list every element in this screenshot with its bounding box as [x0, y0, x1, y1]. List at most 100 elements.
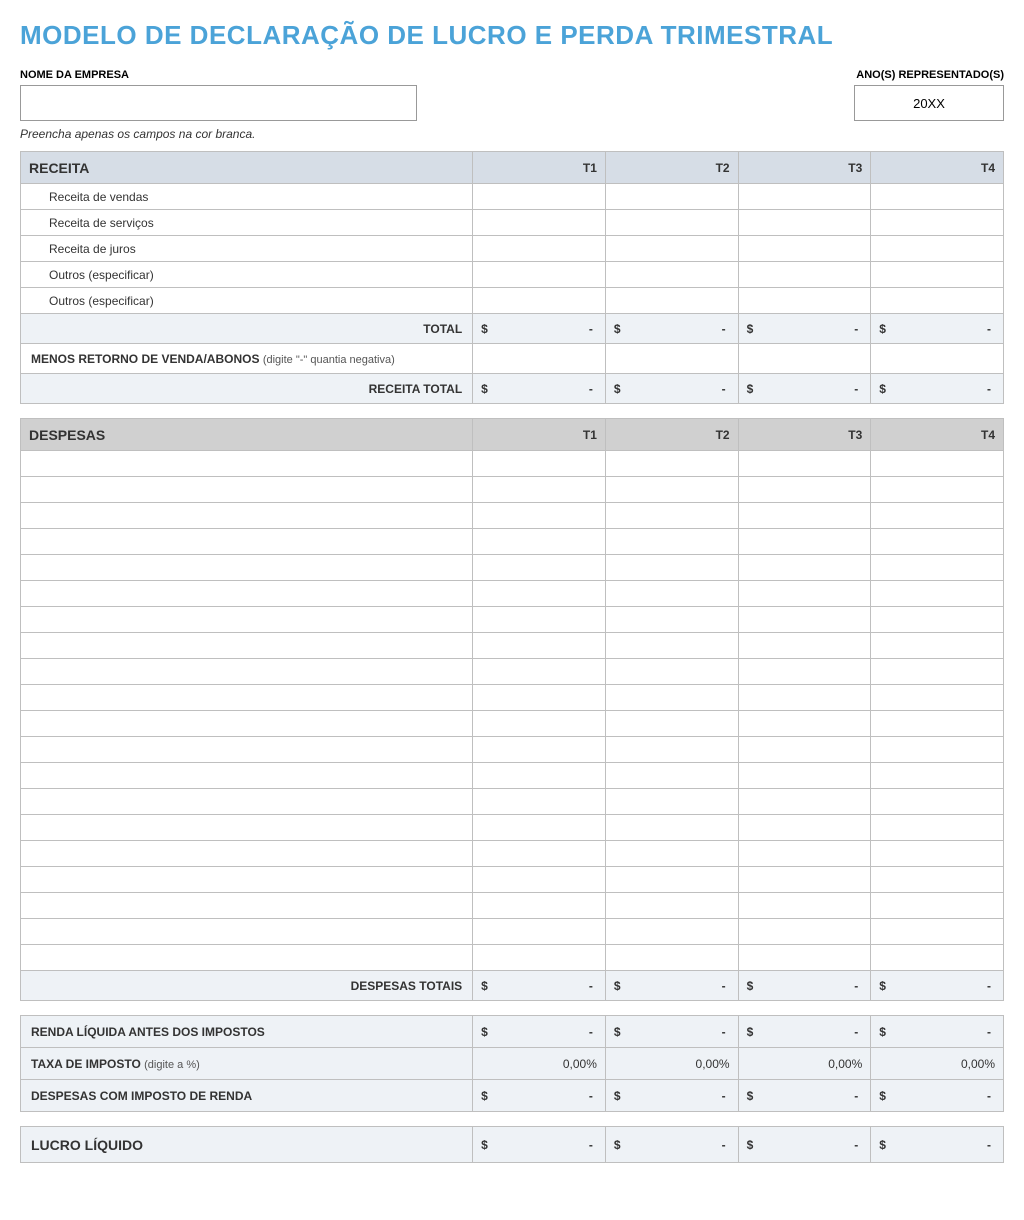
receita-cell[interactable]: [473, 288, 606, 314]
despesas-cell[interactable]: [605, 893, 738, 919]
receita-cell[interactable]: [605, 288, 738, 314]
despesas-cell[interactable]: [605, 867, 738, 893]
despesas-cell[interactable]: [871, 555, 1004, 581]
despesas-cell[interactable]: [738, 867, 871, 893]
despesas-cell[interactable]: [473, 945, 606, 971]
despesas-cell[interactable]: [871, 893, 1004, 919]
despesas-cell[interactable]: [473, 737, 606, 763]
despesas-cell[interactable]: [605, 633, 738, 659]
despesas-cell[interactable]: [605, 529, 738, 555]
taxa-t2[interactable]: 0,00%: [605, 1048, 738, 1080]
despesas-cell[interactable]: [871, 867, 1004, 893]
despesas-row-label[interactable]: [21, 451, 473, 477]
receita-cell[interactable]: [473, 236, 606, 262]
despesas-cell[interactable]: [738, 555, 871, 581]
despesas-row-label[interactable]: [21, 711, 473, 737]
despesas-cell[interactable]: [473, 555, 606, 581]
despesas-row-label[interactable]: [21, 867, 473, 893]
despesas-cell[interactable]: [605, 477, 738, 503]
despesas-cell[interactable]: [871, 945, 1004, 971]
despesas-cell[interactable]: [871, 841, 1004, 867]
despesas-cell[interactable]: [738, 711, 871, 737]
despesas-cell[interactable]: [473, 477, 606, 503]
despesas-row-label[interactable]: [21, 919, 473, 945]
receita-cell[interactable]: [473, 210, 606, 236]
despesas-cell[interactable]: [871, 477, 1004, 503]
despesas-cell[interactable]: [871, 633, 1004, 659]
despesas-cell[interactable]: [473, 711, 606, 737]
company-input[interactable]: [20, 85, 417, 121]
despesas-cell[interactable]: [473, 529, 606, 555]
despesas-cell[interactable]: [605, 763, 738, 789]
receita-cell[interactable]: [473, 262, 606, 288]
despesas-cell[interactable]: [738, 581, 871, 607]
despesas-cell[interactable]: [871, 581, 1004, 607]
despesas-cell[interactable]: [605, 581, 738, 607]
receita-cell[interactable]: [605, 184, 738, 210]
despesas-cell[interactable]: [473, 815, 606, 841]
despesas-cell[interactable]: [605, 503, 738, 529]
despesas-cell[interactable]: [473, 451, 606, 477]
despesas-cell[interactable]: [871, 737, 1004, 763]
despesas-cell[interactable]: [473, 763, 606, 789]
despesas-cell[interactable]: [738, 763, 871, 789]
despesas-cell[interactable]: [473, 789, 606, 815]
despesas-cell[interactable]: [871, 789, 1004, 815]
despesas-row-label[interactable]: [21, 581, 473, 607]
despesas-cell[interactable]: [473, 867, 606, 893]
despesas-cell[interactable]: [871, 815, 1004, 841]
receita-cell[interactable]: [605, 236, 738, 262]
despesas-row-label[interactable]: [21, 945, 473, 971]
despesas-cell[interactable]: [605, 607, 738, 633]
despesas-cell[interactable]: [738, 451, 871, 477]
despesas-cell[interactable]: [605, 815, 738, 841]
despesas-row-label[interactable]: [21, 607, 473, 633]
despesas-cell[interactable]: [871, 685, 1004, 711]
despesas-cell[interactable]: [473, 893, 606, 919]
despesas-cell[interactable]: [605, 945, 738, 971]
despesas-cell[interactable]: [473, 659, 606, 685]
despesas-cell[interactable]: [605, 555, 738, 581]
despesas-row-label[interactable]: [21, 633, 473, 659]
receita-cell[interactable]: [871, 288, 1004, 314]
menos-t4[interactable]: [871, 344, 1004, 374]
despesas-cell[interactable]: [605, 789, 738, 815]
despesas-row-label[interactable]: [21, 477, 473, 503]
year-input[interactable]: [854, 85, 1004, 121]
despesas-row-label[interactable]: [21, 503, 473, 529]
despesas-cell[interactable]: [738, 945, 871, 971]
taxa-t1[interactable]: 0,00%: [473, 1048, 606, 1080]
despesas-cell[interactable]: [473, 503, 606, 529]
despesas-row-label[interactable]: [21, 555, 473, 581]
despesas-cell[interactable]: [738, 737, 871, 763]
despesas-cell[interactable]: [738, 919, 871, 945]
receita-cell[interactable]: [738, 184, 871, 210]
despesas-cell[interactable]: [605, 737, 738, 763]
despesas-cell[interactable]: [605, 841, 738, 867]
despesas-cell[interactable]: [605, 659, 738, 685]
despesas-cell[interactable]: [473, 607, 606, 633]
despesas-cell[interactable]: [605, 711, 738, 737]
menos-t1[interactable]: [473, 344, 606, 374]
despesas-cell[interactable]: [738, 789, 871, 815]
despesas-row-label[interactable]: [21, 789, 473, 815]
despesas-cell[interactable]: [738, 607, 871, 633]
despesas-cell[interactable]: [738, 815, 871, 841]
despesas-cell[interactable]: [738, 841, 871, 867]
receita-cell[interactable]: [871, 210, 1004, 236]
despesas-cell[interactable]: [871, 529, 1004, 555]
despesas-cell[interactable]: [473, 581, 606, 607]
despesas-cell[interactable]: [605, 451, 738, 477]
despesas-row-label[interactable]: [21, 815, 473, 841]
despesas-row-label[interactable]: [21, 841, 473, 867]
despesas-cell[interactable]: [605, 685, 738, 711]
despesas-cell[interactable]: [871, 659, 1004, 685]
menos-t2[interactable]: [605, 344, 738, 374]
despesas-row-label[interactable]: [21, 659, 473, 685]
despesas-cell[interactable]: [871, 607, 1004, 633]
despesas-row-label[interactable]: [21, 893, 473, 919]
menos-t3[interactable]: [738, 344, 871, 374]
receita-cell[interactable]: [738, 210, 871, 236]
taxa-t4[interactable]: 0,00%: [871, 1048, 1004, 1080]
receita-cell[interactable]: [605, 210, 738, 236]
